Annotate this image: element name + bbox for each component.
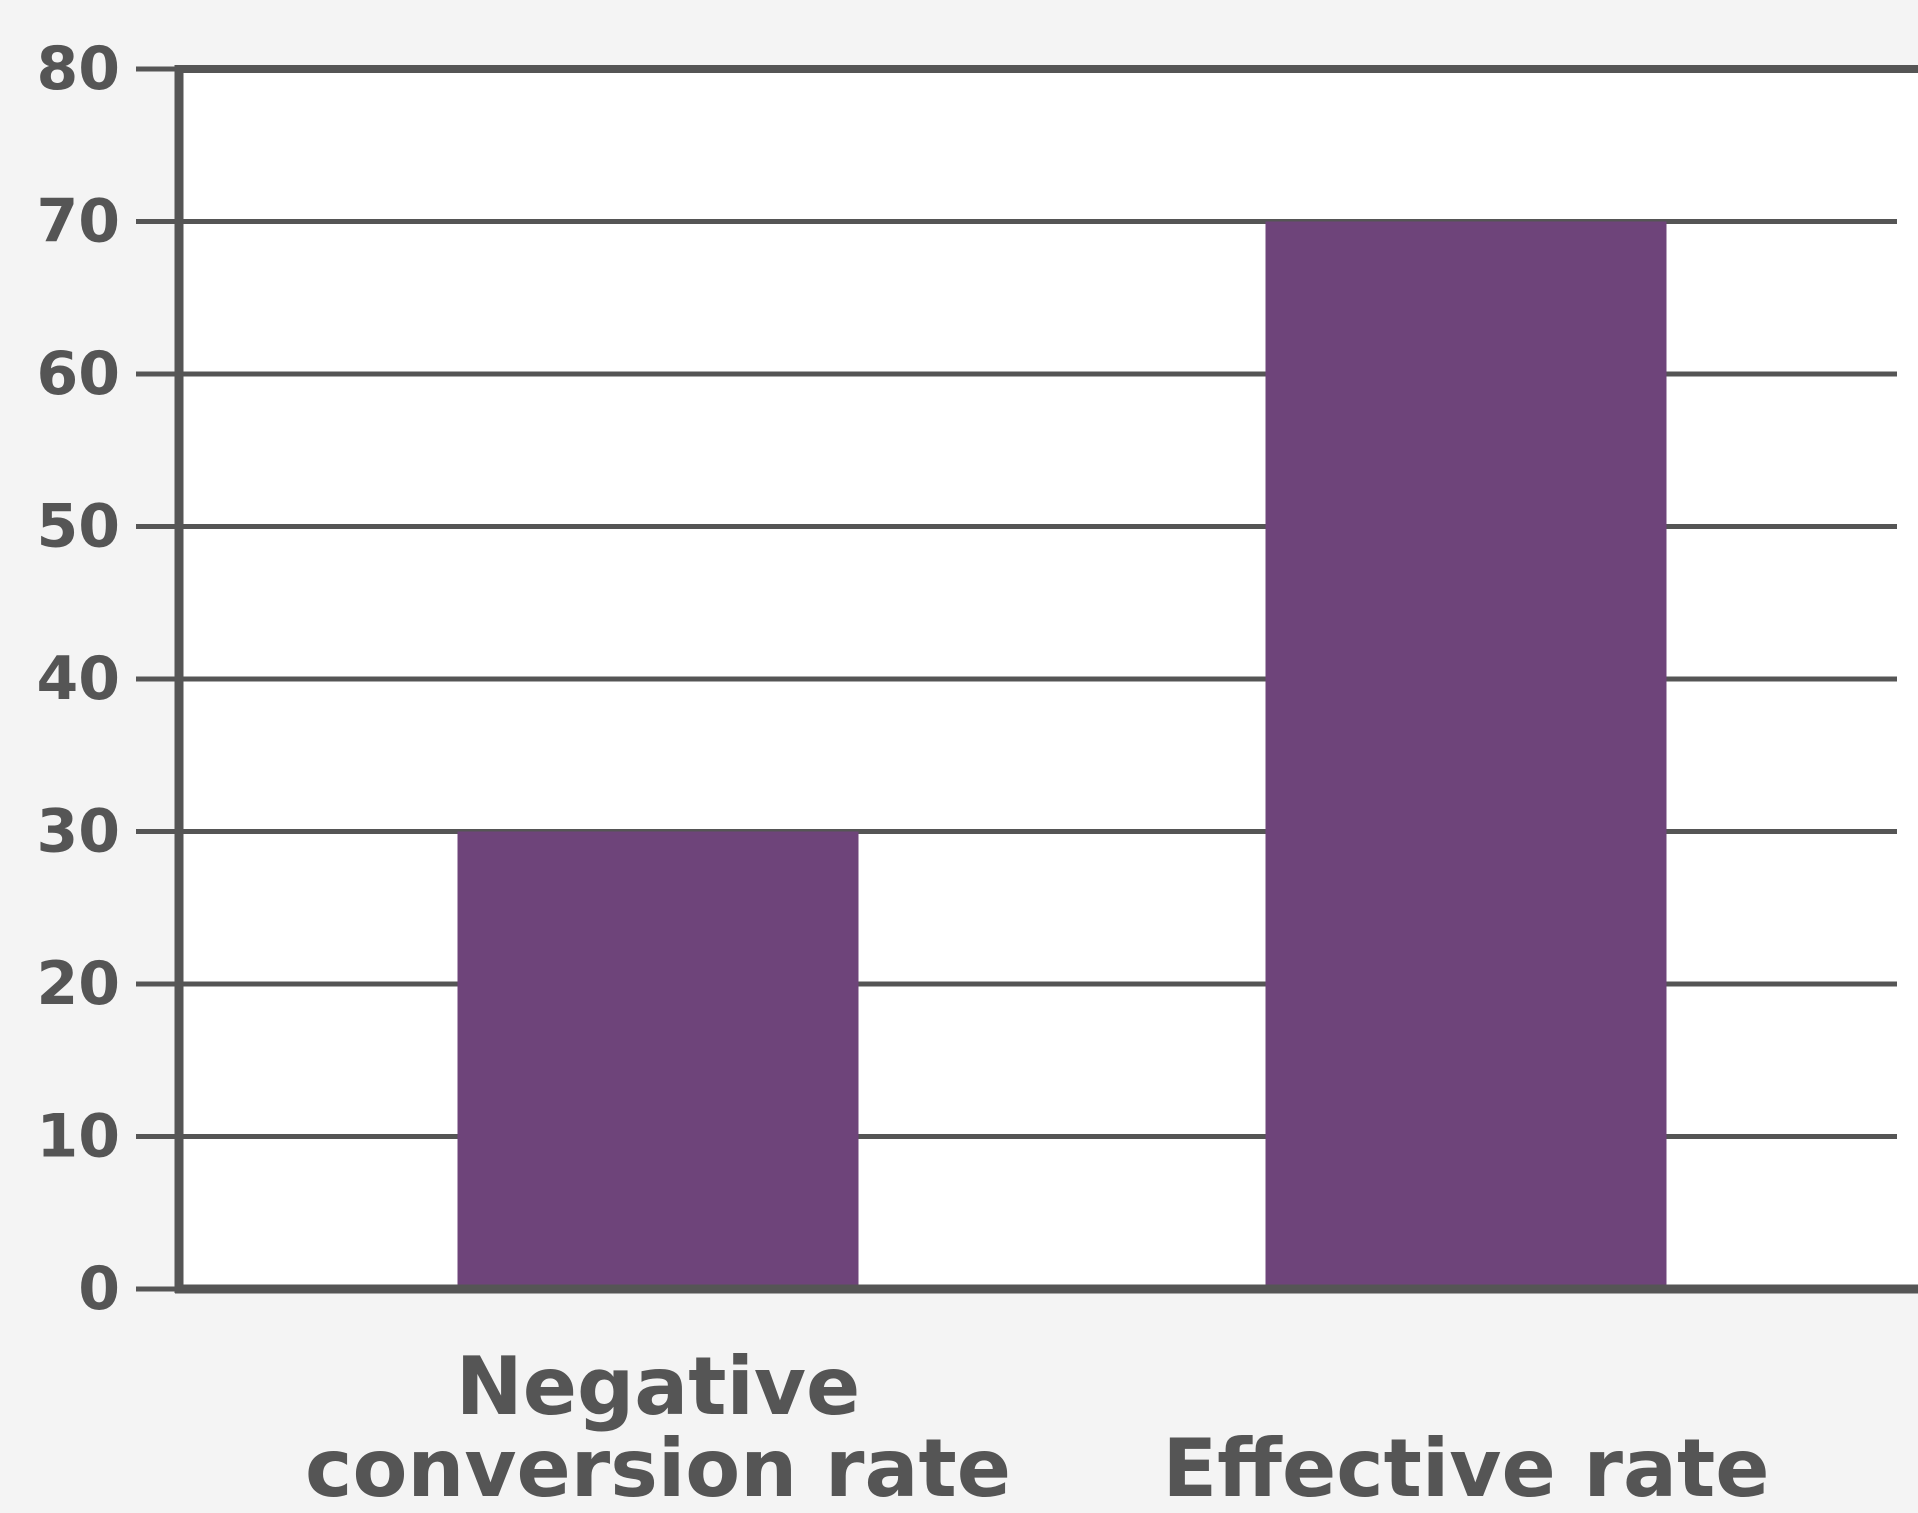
y-tick-label-60: 60 xyxy=(37,339,121,409)
x-category-label-2-line-1: Effective rate xyxy=(1163,1422,1770,1509)
bars xyxy=(457,221,1667,1289)
x-category-label-1-line-1: Negative xyxy=(456,1340,861,1433)
y-tick-label-0: 0 xyxy=(78,1254,120,1324)
bar-1 xyxy=(457,831,859,1289)
y-tick-label-10: 10 xyxy=(37,1102,121,1172)
y-tick-label-40: 40 xyxy=(37,644,121,714)
y-tick-label-80: 80 xyxy=(37,34,121,104)
y-tick-label-20: 20 xyxy=(37,949,121,1019)
y-tick-label-30: 30 xyxy=(37,797,121,867)
y-tick-label-50: 50 xyxy=(37,492,121,562)
y-tick-label-70: 70 xyxy=(37,187,121,257)
x-category-label-1-line-2: conversion rate xyxy=(305,1422,1011,1509)
y-axis-ticks: 0 10 20 30 40 50 60 70 80 xyxy=(37,34,179,1324)
bar-2 xyxy=(1265,221,1667,1289)
